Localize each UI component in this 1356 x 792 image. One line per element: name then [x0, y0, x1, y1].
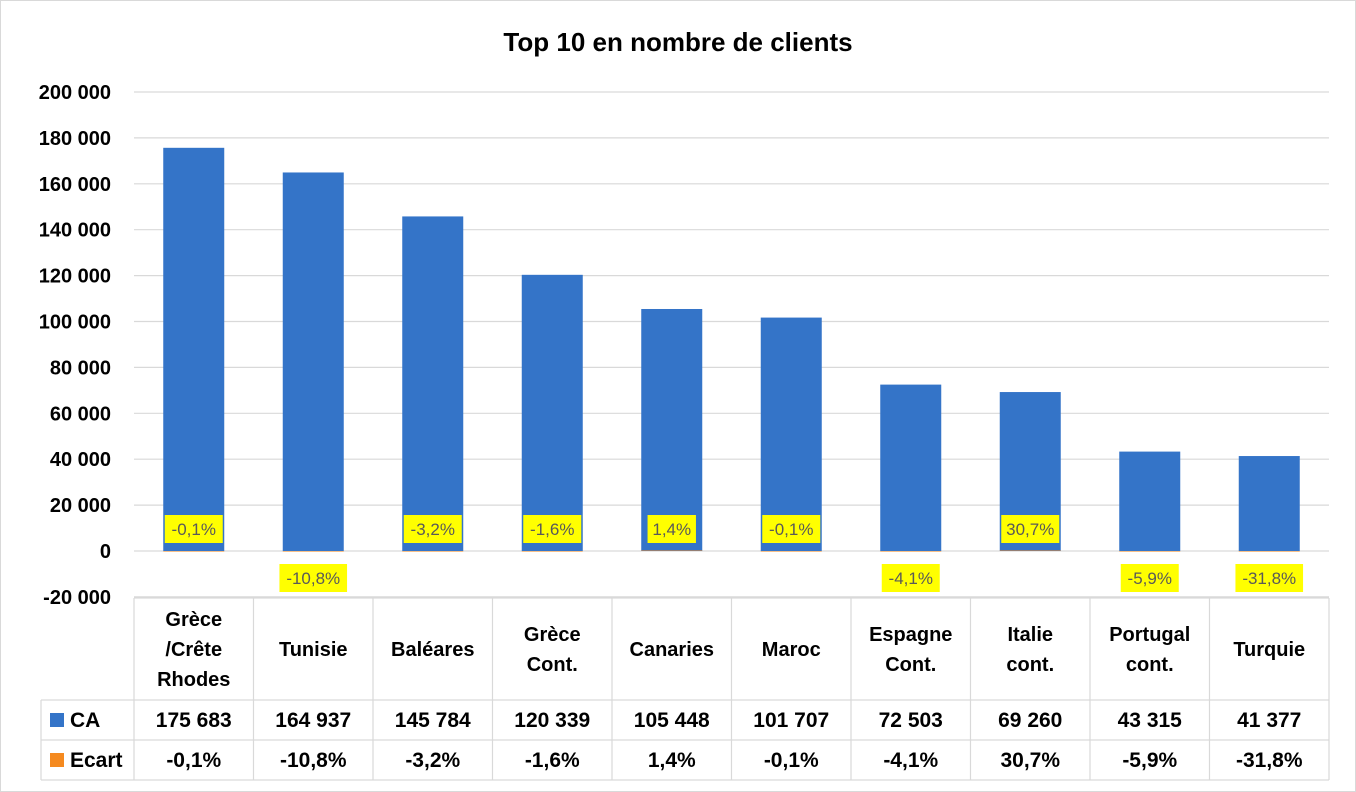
data-label: -31,8% [1242, 569, 1296, 588]
bar-ca [1238, 456, 1300, 551]
y-tick-label: 120 000 [39, 266, 111, 288]
y-tick-label: 80 000 [50, 357, 111, 379]
category-label: Canaries [630, 639, 715, 661]
data-label-highlight [881, 564, 940, 592]
category-label: Tunisie [279, 639, 348, 661]
category-label: cont. [1126, 654, 1174, 676]
bar-ca [760, 317, 822, 551]
data-label-highlight [164, 515, 223, 543]
y-tick-label: 0 [100, 541, 111, 563]
bar-ca [402, 216, 464, 551]
y-tick-label: 140 000 [39, 220, 111, 242]
category-label: /Crête [165, 639, 222, 661]
data-label-highlight [1120, 564, 1179, 592]
table-cell: 101 707 [753, 709, 829, 732]
category-label: Grèce [524, 624, 581, 646]
category-label: Italie [1007, 624, 1053, 646]
bar-ca [641, 308, 703, 551]
bar-ecart [282, 551, 344, 552]
table-cell: 145 784 [395, 709, 471, 732]
category-label: Turquie [1233, 639, 1305, 661]
legend-swatch [50, 713, 64, 727]
table-cell: 41 377 [1237, 709, 1301, 732]
data-label-highlight [403, 515, 462, 543]
category-label: Espagne [869, 624, 952, 646]
bar-ecart [999, 550, 1061, 551]
category-label: cont. [1006, 654, 1054, 676]
y-tick-label: 100 000 [39, 312, 111, 334]
table-cell: -31,8% [1236, 749, 1303, 772]
table-cell: -10,8% [280, 749, 347, 772]
data-label: -1,6% [530, 520, 574, 539]
category-label: Cont. [885, 654, 936, 676]
y-tick-label: 160 000 [39, 174, 111, 196]
bar-ecart [641, 550, 703, 551]
data-label: -0,1% [172, 520, 216, 539]
table-cell: 120 339 [514, 709, 590, 732]
y-axis-labels: -20 000 0 20 000 40 000 60 000 80 000 100 000 1… [39, 82, 111, 609]
table-cell: 30,7% [1000, 749, 1060, 772]
bar-ecart [521, 551, 583, 552]
table-cell: -4,1% [883, 749, 938, 772]
table-cell: -0,1% [166, 749, 221, 772]
table-cell: 72 503 [879, 709, 943, 732]
bar-ecart [760, 551, 822, 552]
data-label: -10,8% [286, 569, 340, 588]
category-label: Portugal [1109, 624, 1190, 646]
category-label: Cont. [527, 654, 578, 676]
y-tick-label: 40 000 [50, 449, 111, 471]
data-label: -5,9% [1128, 569, 1172, 588]
table-cell: -1,6% [525, 749, 580, 772]
data-label: -3,2% [411, 520, 455, 539]
bar-ecart [880, 551, 942, 552]
bar-ca [1119, 451, 1181, 551]
data-label-highlight [1001, 515, 1060, 543]
bar-ca [163, 147, 225, 552]
bar-ca [880, 384, 942, 551]
table-cell: 175 683 [156, 709, 232, 732]
table-cell: -3,2% [405, 749, 460, 772]
y-tick-label: 60 000 [50, 403, 111, 425]
data-label: 1,4% [652, 520, 691, 539]
bar-ecart [1119, 551, 1181, 552]
legend-label: CA [70, 709, 100, 732]
data-label-highlight [762, 515, 821, 543]
data-label: -0,1% [769, 520, 813, 539]
category-label: Maroc [762, 639, 821, 661]
y-tick-label: -20 000 [43, 587, 111, 609]
y-tick-label: 180 000 [39, 128, 111, 150]
data-table: Grèce/Crête Rhodes Tunisie Baléares Grèce Con… [40, 597, 1330, 781]
bar-ca [282, 172, 344, 551]
legend-label: Ecart [70, 749, 123, 772]
chart-title: Top 10 en nombre de clients [503, 27, 852, 57]
category-label: Grèce [165, 609, 222, 631]
table-cell: -5,9% [1122, 749, 1177, 772]
data-label-highlight [1235, 564, 1304, 592]
data-label-highlight [523, 515, 582, 543]
data-label: -4,1% [889, 569, 933, 588]
y-tick-label: 200 000 [39, 82, 111, 104]
table-cell: -0,1% [764, 749, 819, 772]
data-labels: -0,1% -10,8% -3,2% -1,6% 1,4% -0,1% -4,1% 30,7%… [164, 515, 1304, 592]
y-tick-label: 20 000 [50, 495, 111, 517]
category-label: Baléares [391, 639, 474, 661]
data-label-highlight [279, 564, 348, 592]
table-cell: 43 315 [1118, 709, 1183, 732]
data-label-highlight [647, 515, 696, 543]
bar-ca [521, 274, 583, 551]
bar-ecart [402, 551, 464, 552]
category-label: Rhodes [157, 669, 230, 691]
table-cell: 1,4% [648, 749, 696, 772]
table-cell: 164 937 [275, 709, 351, 732]
table-cell: 69 260 [998, 709, 1062, 732]
data-label: 30,7% [1006, 520, 1054, 539]
legend-swatch [50, 753, 64, 767]
bar-ecart [1238, 551, 1300, 552]
bar-ecart [163, 551, 225, 552]
table-cell: 105 448 [634, 709, 710, 732]
bars [163, 147, 1300, 552]
